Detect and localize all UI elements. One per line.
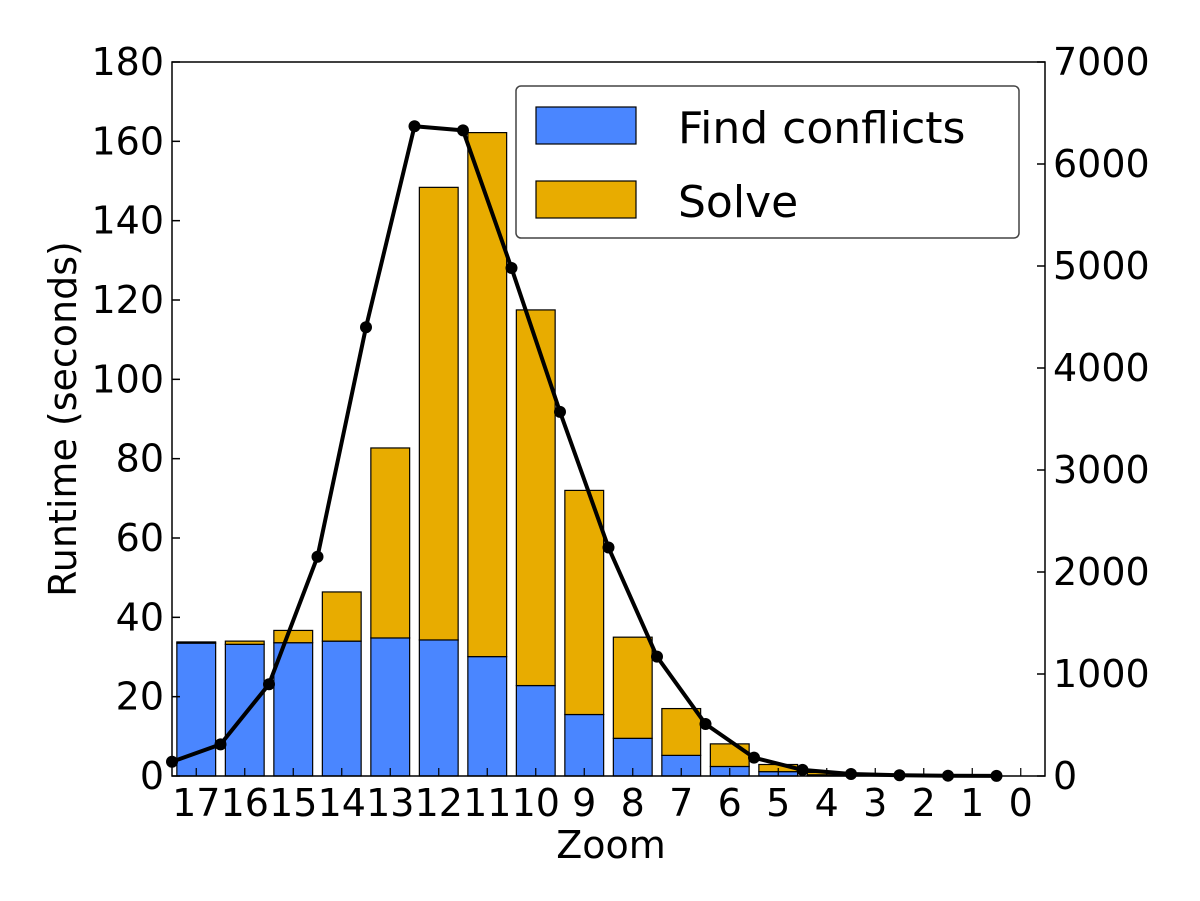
y-tick-label: 60 (116, 516, 164, 560)
bars-layer (176, 132, 944, 777)
plot-frame (171, 61, 1046, 777)
x-tick-label: 15 (269, 781, 317, 825)
y2-tick-label: 4000 (1053, 346, 1150, 390)
bar-solve-7 (661, 707, 702, 756)
bar-find-conflicts-13 (370, 637, 411, 777)
x-tick-label: 7 (669, 781, 693, 825)
y2-tick-label: 3000 (1053, 448, 1150, 492)
y2-axis-ticks: 0 1000 2000 3000 4000 5000 6000 7000 (1037, 40, 1150, 798)
legend: Find conflicts Solve (515, 85, 1020, 239)
x-axis-ticks: 17 16 15 14 13 12 11 10 9 8 7 6 5 4 3 2 1 0 (172, 768, 1033, 825)
x-tick-label: 12 (415, 781, 463, 825)
x-tick-label: 2 (912, 781, 936, 825)
line-point-11 (457, 124, 469, 137)
y-tick-label: 140 (91, 199, 164, 243)
legend-box (515, 85, 1020, 239)
x-tick-label: 4 (815, 781, 839, 825)
y2-tick-label: 2000 (1053, 550, 1150, 594)
y-tick-label: 80 (116, 437, 164, 481)
y2-tick-label: 1000 (1053, 652, 1150, 696)
bar-find-conflicts-11 (467, 655, 508, 777)
bar-find-conflicts-16 (224, 643, 265, 777)
y-tick-label: 20 (116, 675, 164, 719)
bar-solve-9 (564, 489, 605, 716)
x-tick-label: 9 (572, 781, 596, 825)
y-tick-label: 180 (91, 40, 164, 84)
bar-solve-16 (224, 640, 265, 645)
y-axis-ticks: 0 20 40 60 80 100 120 140 160 180 (91, 40, 180, 798)
x-tick-label: 17 (172, 781, 220, 825)
x-tick-label: 14 (318, 781, 366, 825)
line-point-8 (602, 541, 615, 554)
x-tick-label: 0 (1009, 781, 1033, 825)
line-point-13 (360, 321, 372, 334)
line-point-9 (554, 405, 566, 418)
bar-find-conflicts-14 (321, 640, 362, 777)
line-point-16 (214, 738, 227, 751)
bar-solve-13 (370, 447, 411, 639)
legend-label-find-conflicts: Find conflicts (678, 103, 965, 154)
line-point-14 (311, 550, 324, 563)
x-tick-label: 10 (512, 781, 560, 825)
bar-find-conflicts-10 (515, 684, 556, 777)
x-tick-label: 3 (863, 781, 887, 825)
y-tick-label: 40 (116, 595, 164, 639)
line-point-12 (408, 120, 421, 133)
bar-solve-10 (515, 309, 556, 687)
y-tick-label: 100 (91, 357, 164, 401)
bar-solve-6 (709, 743, 750, 768)
x-tick-label: 8 (621, 781, 645, 825)
x-tick-label: 16 (221, 781, 269, 825)
bar-solve-15 (273, 629, 314, 644)
y-axis-title: Runtime (seconds) (41, 241, 85, 597)
legend-label-solve: Solve (678, 177, 798, 228)
x-tick-label: 1 (960, 781, 984, 825)
line-point-7 (651, 650, 663, 663)
x-tick-label: 5 (766, 781, 790, 825)
bar-find-conflicts-9 (564, 713, 605, 777)
bar-solve-14 (321, 591, 362, 642)
legend-swatch-find-conflicts (535, 106, 637, 145)
bar-find-conflicts-12 (418, 639, 459, 777)
y2-tick-label: 6000 (1053, 142, 1150, 186)
x-tick-label: 13 (366, 781, 414, 825)
line-point-5 (748, 751, 760, 764)
y2-tick-label: 0 (1053, 754, 1077, 798)
y-tick-label: 160 (91, 119, 164, 163)
y-tick-label: 0 (140, 754, 164, 798)
x-tick-label: 6 (718, 781, 742, 825)
bar-solve-11 (467, 132, 508, 658)
x-axis-title: Zoom (556, 823, 666, 867)
x-tick-label: 11 (463, 781, 511, 825)
line-point-6 (699, 717, 712, 730)
bar-solve-12 (418, 186, 459, 641)
line-point-10 (505, 262, 518, 275)
bar-solve-17 (176, 641, 217, 644)
line-point-3 (845, 767, 857, 780)
line-point-15 (263, 678, 275, 691)
y2-tick-label: 5000 (1053, 244, 1150, 288)
line-layer (166, 120, 1003, 782)
line-point-4 (796, 763, 809, 776)
bar-solve-8 (612, 636, 653, 739)
line-series (171, 124, 997, 778)
y2-tick-label: 7000 (1053, 40, 1150, 84)
legend-swatch-solve (535, 180, 637, 219)
y-tick-label: 120 (91, 278, 164, 322)
bar-find-conflicts-15 (273, 642, 314, 777)
